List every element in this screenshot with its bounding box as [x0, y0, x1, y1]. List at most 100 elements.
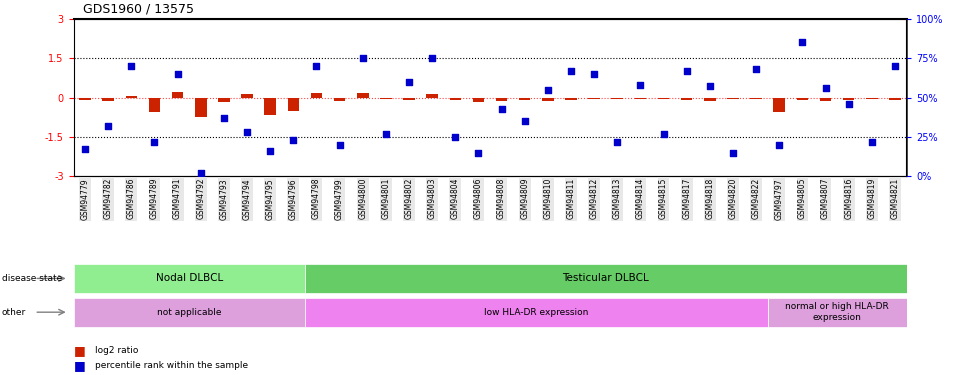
Text: normal or high HLA-DR
expression: normal or high HLA-DR expression [785, 303, 889, 322]
Bar [773, 98, 785, 112]
Text: GDS1960 / 13575: GDS1960 / 13575 [83, 2, 194, 15]
Bar [103, 98, 114, 102]
Text: GSM94813: GSM94813 [612, 178, 621, 219]
Bar [751, 98, 761, 99]
Point [193, 170, 209, 176]
Point [795, 39, 810, 45]
Text: GSM94793: GSM94793 [220, 178, 228, 219]
Bar [241, 94, 253, 98]
Point [263, 148, 278, 154]
Text: GSM94811: GSM94811 [566, 178, 575, 219]
Text: GSM94795: GSM94795 [266, 178, 274, 219]
Text: GSM94801: GSM94801 [381, 178, 390, 219]
Bar [797, 98, 808, 100]
Bar [311, 93, 322, 98]
Point [679, 68, 695, 74]
Bar [496, 98, 508, 101]
Text: ■: ■ [74, 344, 85, 357]
Text: GSM94796: GSM94796 [289, 178, 298, 219]
Point [285, 137, 301, 143]
Bar [79, 98, 91, 100]
Point [702, 84, 717, 90]
Bar [380, 98, 392, 99]
Point [378, 131, 394, 137]
Bar [74, 298, 305, 327]
Point [586, 71, 602, 77]
Bar [149, 98, 161, 112]
Point [887, 63, 903, 69]
Text: GSM94816: GSM94816 [844, 178, 854, 219]
Bar [843, 98, 855, 100]
Text: GSM94794: GSM94794 [242, 178, 252, 219]
Point [494, 105, 510, 111]
Text: GSM94817: GSM94817 [682, 178, 691, 219]
Bar [219, 98, 229, 102]
Bar [125, 96, 137, 98]
Point [841, 101, 857, 107]
Text: log2 ratio: log2 ratio [95, 346, 138, 355]
Bar [866, 98, 877, 99]
Bar [357, 93, 368, 98]
Bar [565, 98, 577, 100]
Text: GSM94808: GSM94808 [497, 178, 506, 219]
Text: percentile rank within the sample: percentile rank within the sample [95, 361, 248, 370]
Text: GSM94779: GSM94779 [80, 178, 89, 219]
Text: GSM94820: GSM94820 [728, 178, 738, 219]
Point [725, 150, 741, 156]
Bar [519, 98, 530, 100]
Bar [305, 264, 907, 293]
Text: GSM94803: GSM94803 [427, 178, 437, 219]
Text: GSM94807: GSM94807 [821, 178, 830, 219]
Text: Nodal DLBCL: Nodal DLBCL [156, 273, 222, 284]
Bar [172, 92, 183, 98]
Text: GSM94806: GSM94806 [474, 178, 483, 219]
Text: low HLA-DR expression: low HLA-DR expression [484, 308, 588, 316]
Bar [681, 98, 693, 100]
Point [749, 66, 764, 72]
Bar [658, 98, 669, 99]
Point [771, 142, 787, 148]
Point [123, 63, 139, 69]
Bar [767, 298, 906, 327]
Bar [889, 98, 901, 100]
Bar [612, 98, 623, 99]
Text: GSM94800: GSM94800 [359, 178, 368, 219]
Point [239, 129, 255, 135]
Text: GSM94799: GSM94799 [335, 178, 344, 219]
Bar [450, 98, 461, 100]
Text: GSM94805: GSM94805 [798, 178, 807, 219]
Point [817, 85, 833, 91]
Point [448, 134, 464, 140]
Bar [426, 94, 438, 98]
Text: ■: ■ [74, 359, 85, 372]
Text: GSM94804: GSM94804 [451, 178, 460, 219]
Point [332, 142, 348, 148]
Point [516, 118, 532, 124]
Point [424, 55, 440, 61]
Point [309, 63, 324, 69]
Text: GSM94789: GSM94789 [150, 178, 159, 219]
Text: other: other [2, 308, 26, 316]
Text: GSM94814: GSM94814 [636, 178, 645, 219]
Point [864, 139, 880, 145]
Text: GSM94819: GSM94819 [867, 178, 876, 219]
Text: Testicular DLBCL: Testicular DLBCL [563, 273, 649, 284]
Bar [472, 98, 484, 102]
Text: not applicable: not applicable [157, 308, 221, 316]
Text: GSM94822: GSM94822 [752, 178, 760, 219]
Bar [305, 298, 767, 327]
Point [355, 55, 370, 61]
Text: GSM94815: GSM94815 [659, 178, 668, 219]
Point [470, 150, 486, 156]
Point [170, 71, 185, 77]
Text: GSM94797: GSM94797 [775, 178, 784, 219]
Bar [287, 98, 299, 111]
Bar [265, 98, 276, 115]
Bar [334, 98, 345, 100]
Text: GSM94792: GSM94792 [196, 178, 205, 219]
Text: GSM94786: GSM94786 [126, 178, 136, 219]
Bar [542, 98, 554, 100]
Text: disease state: disease state [2, 274, 62, 283]
Bar [704, 98, 715, 100]
Text: GSM94802: GSM94802 [405, 178, 414, 219]
